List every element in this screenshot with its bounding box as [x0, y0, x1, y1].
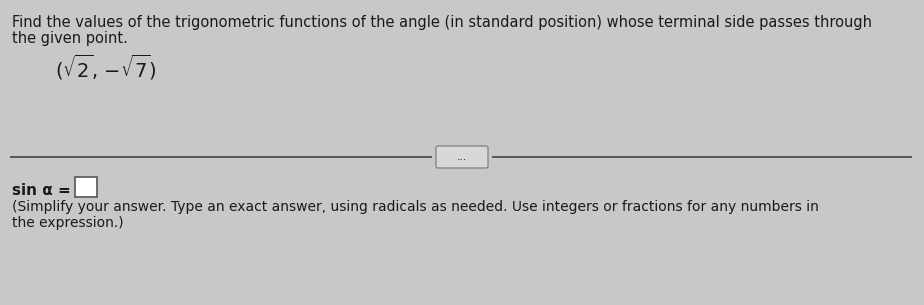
Text: the given point.: the given point. — [12, 31, 128, 46]
Text: ($\sqrt{2}$, $-\sqrt{7}$): ($\sqrt{2}$, $-\sqrt{7}$) — [55, 53, 157, 82]
Text: ...: ... — [457, 152, 467, 162]
FancyBboxPatch shape — [436, 146, 488, 168]
Text: (Simplify your answer. Type an exact answer, using radicals as needed. Use integ: (Simplify your answer. Type an exact ans… — [12, 200, 819, 214]
Text: Find the values of the trigonometric functions of the angle (in standard positio: Find the values of the trigonometric fun… — [12, 15, 872, 30]
Text: the expression.): the expression.) — [12, 216, 124, 230]
FancyBboxPatch shape — [75, 177, 97, 197]
Text: sin α =: sin α = — [12, 183, 71, 198]
